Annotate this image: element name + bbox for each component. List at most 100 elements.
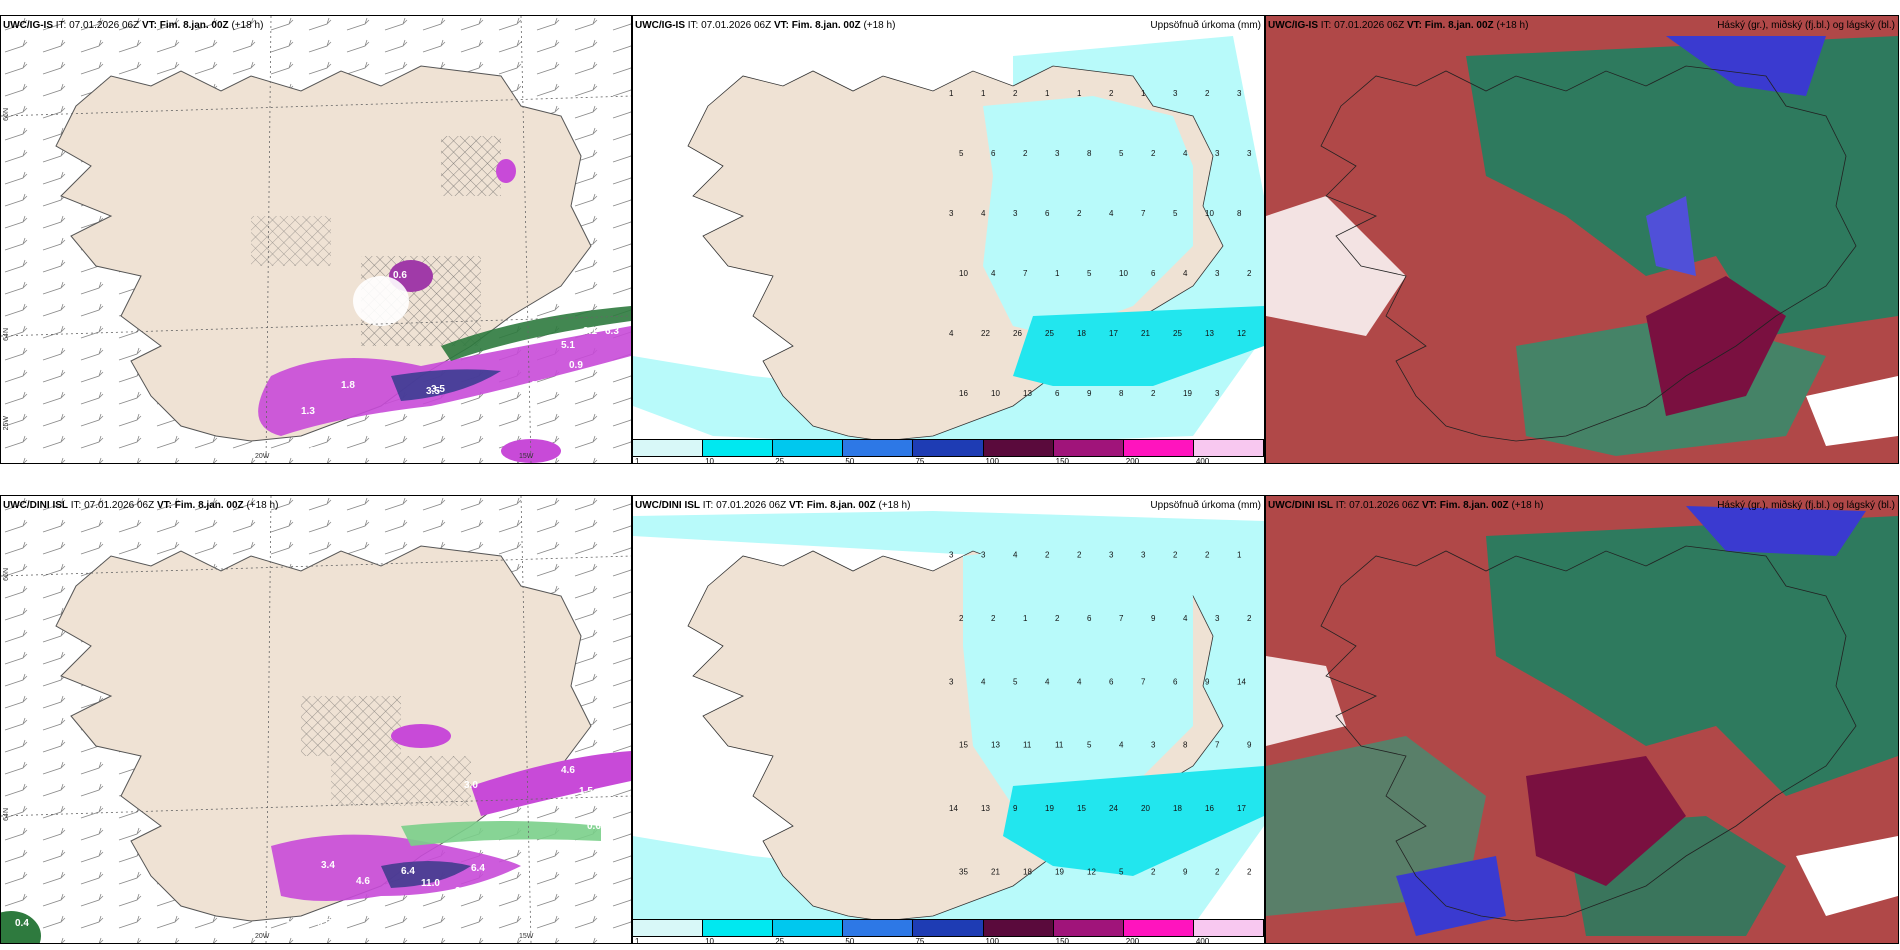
cloud-high-region xyxy=(1486,516,1898,796)
value-label: 15 xyxy=(1077,804,1086,813)
value-label: 19 xyxy=(1055,867,1064,876)
panel-subtitle: Uppsöfnuð úrkoma (mm) xyxy=(1150,20,1261,31)
value-label: 11 xyxy=(1023,741,1032,750)
wind-band-green xyxy=(441,306,631,361)
value-label: 2 xyxy=(1151,867,1156,876)
value-label: 3 xyxy=(949,551,954,560)
value-label: 4 xyxy=(1119,741,1124,750)
legend-swatch xyxy=(1193,919,1264,937)
legend-swatch xyxy=(633,919,704,937)
value-label: 6 xyxy=(1173,677,1178,686)
value-label: 6 xyxy=(1109,677,1114,686)
value-label: 21 xyxy=(991,867,1000,876)
white-patch xyxy=(353,276,409,326)
panel-subtitle: Háský (gr.), miðský (fj.bl.) og lágský (… xyxy=(1717,500,1895,511)
legend-label: 1 xyxy=(635,457,640,464)
value-label: 2 xyxy=(1247,867,1252,876)
value-label: 1 xyxy=(1141,89,1146,98)
value-label: 0.8 xyxy=(531,380,545,391)
value-label: 6.4 xyxy=(471,863,485,874)
lat-line xyxy=(1,315,631,337)
value-label: 5.1 xyxy=(561,340,575,351)
value-label: 3 xyxy=(1215,269,1220,278)
lat-label: 64N xyxy=(3,808,10,821)
value-label: 0.6 xyxy=(393,270,407,281)
init-time: IT: 07.01.2026 06Z xyxy=(687,20,772,31)
value-label: 12 xyxy=(1237,329,1246,338)
lead-time: (+18 h) xyxy=(878,500,911,511)
cloud-low-region xyxy=(1666,36,1826,96)
value-label: 5 xyxy=(1119,867,1124,876)
cloud-dark-region xyxy=(1526,756,1686,886)
cloud-map xyxy=(1266,16,1898,463)
value-label: 3.1 xyxy=(583,326,597,337)
value-label: 4.6 xyxy=(561,765,575,776)
value-label: 4 xyxy=(991,269,996,278)
value-label: 19 xyxy=(1045,804,1054,813)
panel-subtitle: Háský (gr.), miðský (fj.bl.) og lágský (… xyxy=(1717,20,1895,31)
precip-legend: 1 10 25 50 75 100 150 200 400 xyxy=(633,919,1264,943)
wind-blob-small xyxy=(496,159,516,183)
value-label: 5 xyxy=(1173,209,1178,218)
value-label: 3 xyxy=(1013,209,1018,218)
value-label: 18 xyxy=(1023,867,1032,876)
cloud-map xyxy=(1266,496,1898,943)
value-label: 7 xyxy=(1215,741,1220,750)
model-name: UWC/IG-IS xyxy=(635,20,685,31)
value-label: 10 xyxy=(959,269,968,278)
value-label: 3 xyxy=(949,677,954,686)
lat-line xyxy=(1,555,631,577)
value-label: 14 xyxy=(1237,677,1246,686)
value-label: 1 xyxy=(1023,614,1028,623)
value-label: 1 xyxy=(1077,89,1082,98)
value-label: 12 xyxy=(1087,867,1096,876)
value-label: 3 xyxy=(949,209,954,218)
legend-label: 75 xyxy=(915,457,925,464)
value-label: 3 xyxy=(1055,149,1060,158)
lat-line xyxy=(1,795,631,817)
value-label: 9 xyxy=(1205,677,1210,686)
init-time: IT: 07.01.2026 06Z xyxy=(70,500,155,511)
legend-label: 400 xyxy=(1195,457,1210,464)
model-name: UWC/DINI ISL xyxy=(3,500,68,511)
value-label: 10 xyxy=(991,389,1000,398)
value-label: 3 xyxy=(1215,614,1220,623)
precip-legend: 1 10 25 50 75 100 150 200 400 xyxy=(633,439,1264,463)
panel-precip-igis: 1 1 2 1 1 2 1 3 2 3 5 6 2 3 8 5 2 4 3 3 3 4 3 6 2 4 7 5 10 8 10 4 7 1 5 10 6… xyxy=(632,15,1265,464)
precip-map: 1 1 2 1 1 2 1 3 2 35 6 2 3 8 5 2 4 3 33 4 3 6 2 4 7 5 10 810 4 7 1 5 10 6… xyxy=(633,16,1264,463)
hatch-region-3 xyxy=(251,216,331,266)
legend-label: 25 xyxy=(775,937,785,944)
value-label: 2 xyxy=(1055,614,1060,623)
precip-value-labels: 1 1 2 1 1 2 1 3 2 35 6 2 3 8 5 2 4 3 33 4 3 6 2 4 7 5 10 810 4 7 1 5 10 6… xyxy=(949,89,1252,398)
hatch-region-2 xyxy=(331,756,471,806)
legend-swatch xyxy=(703,439,774,457)
legend-label: 1 xyxy=(635,937,640,944)
panel-wind-dini: 3.0 3.4 4.6 6.4 11.0 3.0 6.4 1.0 0.5 0.9 0.4 4.6 1.5… xyxy=(0,495,632,944)
value-label: 11.0 xyxy=(421,878,440,889)
value-label: 6 xyxy=(1087,614,1092,623)
legend-swatch xyxy=(1123,919,1194,937)
value-label: 0.9 xyxy=(351,914,365,925)
legend-label: 10 xyxy=(705,937,715,944)
panel-title: UWC/DINI ISL IT: 07.01.2026 06Z VT: Fim.… xyxy=(635,500,910,511)
valid-time: VT: Fim. 8.jan. 00Z xyxy=(773,20,861,31)
value-label: 5 xyxy=(1087,741,1092,750)
wind-map: 0.6 1.8 3.5 1.3 1.8 3.5 3.1 1.9 0.9 0.8 0.6 5.1 6.3 xyxy=(1,16,631,463)
value-label: 4 xyxy=(981,677,986,686)
lon-label: 15W xyxy=(519,453,534,460)
value-label: 6 xyxy=(1045,209,1050,218)
legend-label: 200 xyxy=(1125,937,1140,944)
model-name: UWC/IG-IS xyxy=(3,20,53,31)
panel-title: UWC/DINI ISL IT: 07.01.2026 06Z VT: Fim.… xyxy=(3,500,278,511)
value-label: 3.0 xyxy=(464,780,478,791)
precip-on-land xyxy=(983,96,1193,336)
value-label: 2 xyxy=(1205,89,1210,98)
value-label: 15 xyxy=(959,741,968,750)
legend-swatch xyxy=(843,919,914,937)
value-label: 20 xyxy=(1141,804,1150,813)
value-label: 5 xyxy=(1087,269,1092,278)
value-label: 3.4 xyxy=(321,860,335,871)
value-label: 3 xyxy=(1215,389,1220,398)
init-time: IT: 07.01.2026 06Z xyxy=(702,500,787,511)
